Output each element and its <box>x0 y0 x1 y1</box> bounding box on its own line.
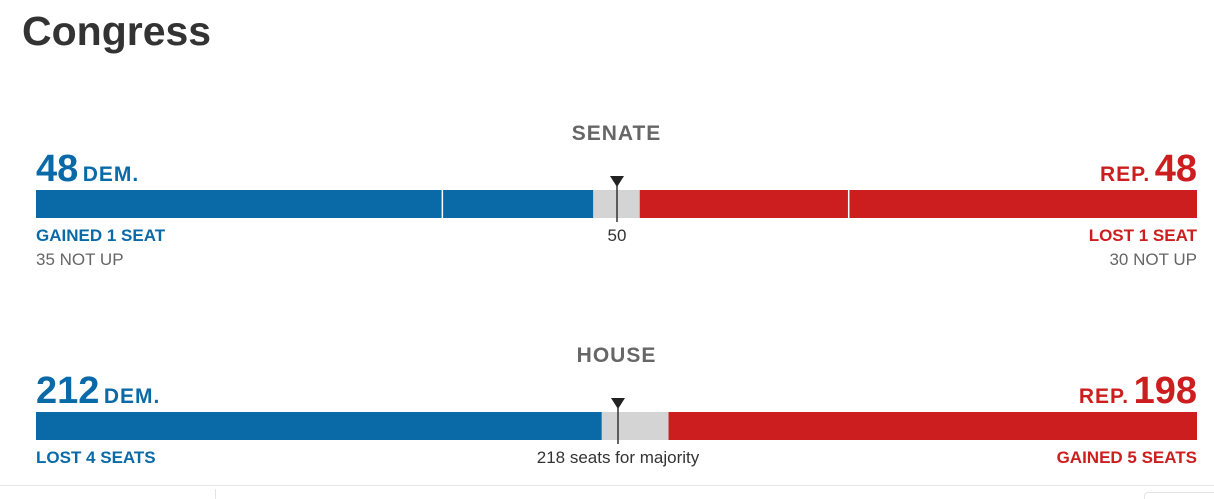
page-title: Congress <box>22 8 212 54</box>
house-rep-bar <box>668 412 1197 440</box>
footer-tab-divider <box>215 489 216 499</box>
house-rep-seats: 198 <box>1133 370 1197 412</box>
senate-dem-seats: 48 <box>36 148 79 190</box>
house-dem-status: LOST 4 SEATS <box>36 448 156 467</box>
house-dem-count: 212 DEM. <box>36 370 160 413</box>
house-seat-bar <box>36 398 1197 444</box>
senate-majority-label: 50 <box>607 226 627 245</box>
footer-divider <box>0 485 1214 486</box>
senate-rep-bar <box>639 190 1197 218</box>
house-dem-label: DEM. <box>103 385 161 408</box>
senate-seat-bar <box>36 176 1197 222</box>
senate-dem-bar <box>36 190 594 218</box>
house-undecided-bar <box>601 412 669 440</box>
senate-rep-not-up: 30 NOT UP <box>1109 250 1197 269</box>
senate-chamber-name: SENATE <box>571 122 662 145</box>
senate-dem-not-up: 35 NOT UP <box>36 250 124 269</box>
house-dem-bar <box>36 412 602 440</box>
footer-corner-tab <box>1144 492 1214 499</box>
senate-majority-marker <box>610 176 624 187</box>
senate-dem-count: 48 DEM. <box>36 148 139 191</box>
house-rep-count: REP. 198 <box>1079 370 1197 413</box>
senate-dem-status: GAINED 1 SEAT <box>36 226 166 245</box>
house-dem-seats: 212 <box>36 370 100 412</box>
senate-rep-seats: 48 <box>1154 148 1197 190</box>
senate-rep-status: LOST 1 SEAT <box>1088 226 1197 245</box>
senate-rep-count: REP. 48 <box>1100 148 1197 191</box>
house-chamber: HOUSE 212 DEM. REP. 198 LOST 4 SEATS GAI… <box>36 340 1197 480</box>
house-majority-marker <box>611 398 625 409</box>
house-majority-label: 218 seats for majority <box>536 448 700 467</box>
senate-chamber: SENATE 48 DEM. REP. 48 GAINED 1 SEAT LOS… <box>36 118 1197 278</box>
house-chamber-name: HOUSE <box>576 344 657 367</box>
senate-rep-label: REP. <box>1099 163 1151 186</box>
senate-dem-label: DEM. <box>82 163 140 186</box>
house-rep-status: GAINED 5 SEATS <box>1056 448 1197 467</box>
house-rep-label: REP. <box>1078 385 1130 408</box>
